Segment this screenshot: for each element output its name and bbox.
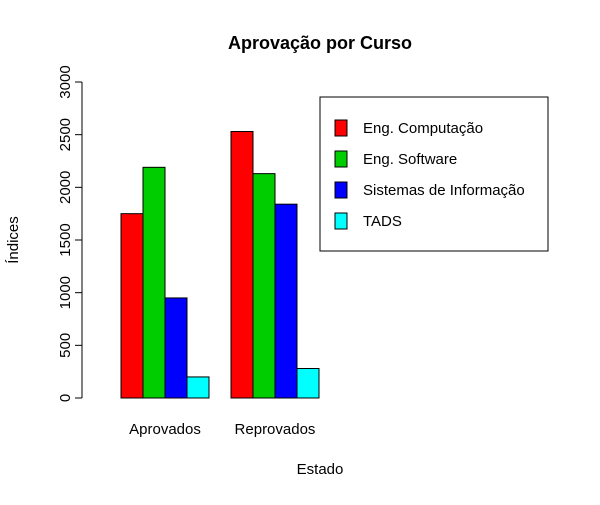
bar <box>230 131 254 399</box>
x-tick-label: Reprovados <box>235 421 316 438</box>
legend-swatch <box>334 119 348 137</box>
y-tick-label: 500 <box>57 333 74 358</box>
bar <box>274 203 298 399</box>
y-tick-label: 1000 <box>57 276 74 309</box>
x-axis-label: Estado <box>297 461 344 478</box>
legend-box <box>319 96 549 252</box>
y-axis-label: Índices <box>5 216 22 264</box>
legend-label: Eng. Software <box>363 151 457 168</box>
y-tick-label: 0 <box>57 394 74 402</box>
y-tick-label: 2000 <box>57 171 74 204</box>
bar <box>120 213 144 399</box>
bar <box>252 173 276 399</box>
y-tick-label: 1500 <box>57 223 74 256</box>
y-tick-label: 2500 <box>57 118 74 151</box>
legend-swatch <box>334 181 348 199</box>
legend-label: Sistemas de Informação <box>363 182 525 199</box>
bar <box>186 376 210 399</box>
bar <box>142 166 166 399</box>
y-tick-label: 3000 <box>57 65 74 98</box>
bars <box>120 131 320 399</box>
x-tick-labels: Aprovados Reprovados <box>129 421 315 438</box>
bar <box>164 297 188 399</box>
legend: Eng. Computação Eng. Software Sistemas de … <box>319 96 549 252</box>
chart-title: Aprovação por Curso <box>228 33 412 53</box>
legend-swatch <box>334 212 348 230</box>
legend-swatch <box>334 150 348 168</box>
y-axis: 0 500 1000 1500 2000 2500 3000 <box>57 65 83 402</box>
x-tick-label: Aprovados <box>129 421 201 438</box>
legend-label: TADS <box>363 213 402 230</box>
legend-label: Eng. Computação <box>363 120 483 137</box>
bar <box>296 368 320 399</box>
